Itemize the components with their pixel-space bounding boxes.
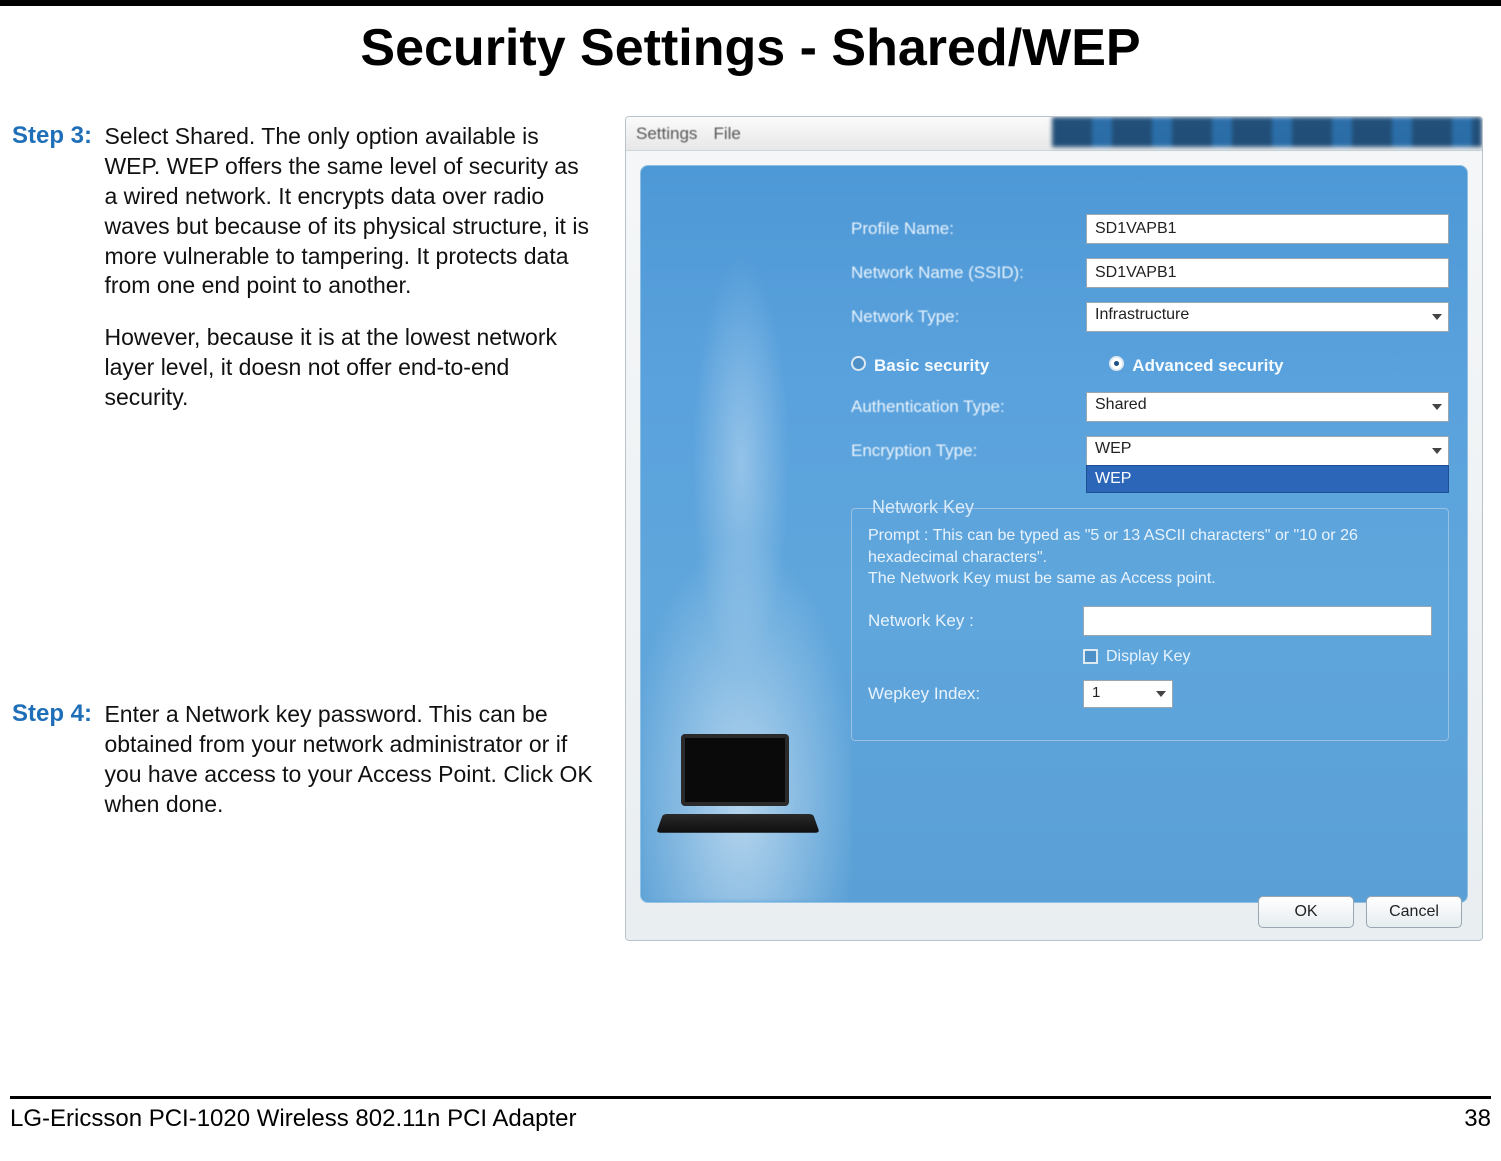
page-footer: LG-Ericsson PCI-1020 Wireless 802.11n PC… <box>10 1096 1491 1133</box>
step3-body: Select Shared. The only option available… <box>104 122 594 435</box>
select-network-type[interactable]: Infrastructure <box>1086 302 1449 332</box>
footer-rule <box>10 1096 1491 1099</box>
row-wepkey-index: Wepkey Index: 1 <box>868 680 1432 708</box>
ok-button[interactable]: OK <box>1258 896 1354 928</box>
radio-advanced-security[interactable]: Advanced security <box>1109 356 1283 376</box>
label-display-key: Display Key <box>1106 648 1190 666</box>
row-display-key[interactable]: Display Key <box>1083 648 1432 666</box>
step4-label: Step 4: <box>12 700 100 728</box>
dialog-buttons: OK Cancel <box>1258 896 1462 928</box>
titlebar-decoration <box>1052 117 1482 147</box>
select-auth-type[interactable]: Shared <box>1086 392 1449 422</box>
input-ssid[interactable] <box>1086 258 1449 288</box>
label-network-type: Network Type: <box>851 307 1086 327</box>
network-key-prompt: Prompt : This can be typed as "5 or 13 A… <box>868 525 1432 590</box>
step4-body: Enter a Network key password. This can b… <box>104 700 594 842</box>
input-network-key[interactable] <box>1083 606 1432 636</box>
step3-label: Step 3: <box>12 122 100 150</box>
footer-product: LG-Ericsson PCI-1020 Wireless 802.11n PC… <box>10 1105 576 1133</box>
radio-basic-icon <box>851 356 866 371</box>
select-enc-type[interactable]: WEP <box>1086 436 1449 466</box>
label-enc-type: Encryption Type: <box>851 441 1086 461</box>
radio-advanced-icon <box>1109 356 1124 371</box>
laptop-graphic <box>663 734 813 844</box>
fieldset-legend: Network Key <box>866 497 980 518</box>
row-enc-type: Encryption Type: WEP WEP <box>851 436 1449 466</box>
input-profile-name[interactable] <box>1086 214 1449 244</box>
security-mode-row: Basic security Advanced security <box>851 356 1449 376</box>
row-network-key: Network Key : <box>868 606 1432 636</box>
step3-block: Step 3: Select Shared. The only option a… <box>12 122 612 435</box>
label-wepkey-index: Wepkey Index: <box>868 684 1083 704</box>
form-area: Profile Name: Network Name (SSID): Netwo… <box>851 214 1449 884</box>
select-wepkey-index[interactable]: 1 <box>1083 680 1173 708</box>
checkbox-display-key[interactable] <box>1083 649 1098 664</box>
label-profile-name: Profile Name: <box>851 219 1086 239</box>
settings-dialog: Settings File Profile Name: Network Name… <box>625 116 1483 941</box>
step3-p2: However, because it is at the lowest net… <box>104 323 594 413</box>
step4-block: Step 4: Enter a Network key password. Th… <box>12 700 612 842</box>
menu-settings[interactable]: Settings <box>636 124 697 144</box>
step4-p1: Enter a Network key password. This can b… <box>104 700 594 820</box>
dialog-panel: Profile Name: Network Name (SSID): Netwo… <box>640 165 1468 903</box>
radio-basic-security[interactable]: Basic security <box>851 356 989 376</box>
label-ssid: Network Name (SSID): <box>851 263 1086 283</box>
cancel-button[interactable]: Cancel <box>1366 896 1462 928</box>
step3-p1: Select Shared. The only option available… <box>104 122 594 301</box>
menu-file[interactable]: File <box>713 124 740 144</box>
row-auth-type: Authentication Type: Shared <box>851 392 1449 422</box>
row-network-type: Network Type: Infrastructure <box>851 302 1449 332</box>
label-auth-type: Authentication Type: <box>851 397 1086 417</box>
top-rule <box>0 0 1501 6</box>
footer-page-number: 38 <box>1464 1105 1491 1133</box>
page-title: Security Settings - Shared/WEP <box>0 18 1501 78</box>
row-profile-name: Profile Name: <box>851 214 1449 244</box>
row-ssid: Network Name (SSID): <box>851 258 1449 288</box>
enc-type-option-wep[interactable]: WEP <box>1086 465 1449 493</box>
label-network-key: Network Key : <box>868 611 1083 631</box>
network-key-fieldset: Network Key Prompt : This can be typed a… <box>851 508 1449 741</box>
